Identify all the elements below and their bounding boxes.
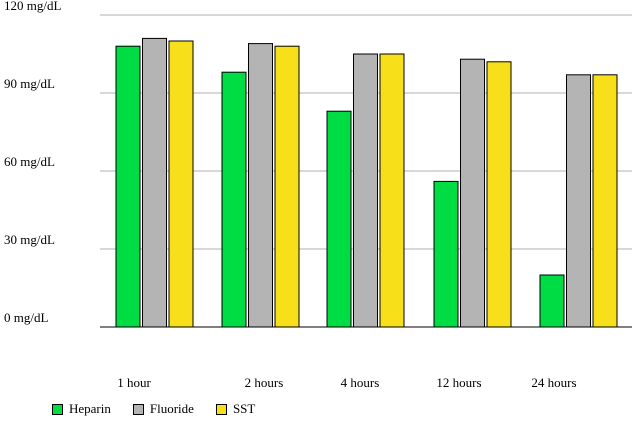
y-axis-tick-labels: 0 mg/dL 30 mg/dL 60 mg/dL 90 mg/dL 120 mg/dL [4,0,61,325]
x-category-label: 1 hour [117,375,151,390]
bar-heparin-1-hour [115,45,141,328]
bar-fluoride-1-hour [142,37,167,328]
y-tick-label: 0 mg/dL [4,310,48,325]
bar-sst-2-hours [274,45,300,328]
bar-fluoride-2-hours [248,43,273,328]
legend-item-sst: SST [215,401,256,417]
bars [115,37,618,328]
y-tick-label: 90 mg/dL [4,76,55,91]
x-axis-category-labels: 1 hour 2 hours 4 hours 12 hours 24 hours [117,375,576,390]
bar-heparin-4-hours [326,110,352,328]
x-category-label: 12 hours [436,375,481,390]
bar-heparin-2-hours [221,71,247,328]
legend-label: Heparin [69,401,111,416]
bar-sst-4-hours [379,53,405,328]
y-tick-label: 60 mg/dL [4,154,55,169]
bar-heparin-24-hours [539,274,565,328]
bar-fluoride-24-hours [566,74,591,328]
bar-fluoride-12-hours [460,58,485,328]
bar-fluoride-4-hours [353,53,378,328]
y-tick-label: 30 mg/dL [4,232,55,247]
legend-label: SST [232,401,256,416]
x-category-label: 2 hours [245,375,284,390]
bar-heparin-12-hours [433,180,459,328]
bar-sst-12-hours [486,61,512,328]
legend-item-heparin: Heparin [52,401,111,417]
legend-label: Fluoride [149,401,194,416]
bar-sst-1-hour [168,40,194,328]
bar-sst-24-hours [592,74,618,328]
legend-swatch [52,403,63,415]
legend-swatch [132,403,144,415]
x-category-label: 24 hours [531,375,576,390]
legend-item-fluoride: Fluoride [132,401,194,417]
legend-swatch [215,403,227,415]
y-tick-label: 120 mg/dL [4,0,61,13]
legend: Heparin Fluoride SST [52,401,277,417]
x-category-label: 4 hours [341,375,380,390]
